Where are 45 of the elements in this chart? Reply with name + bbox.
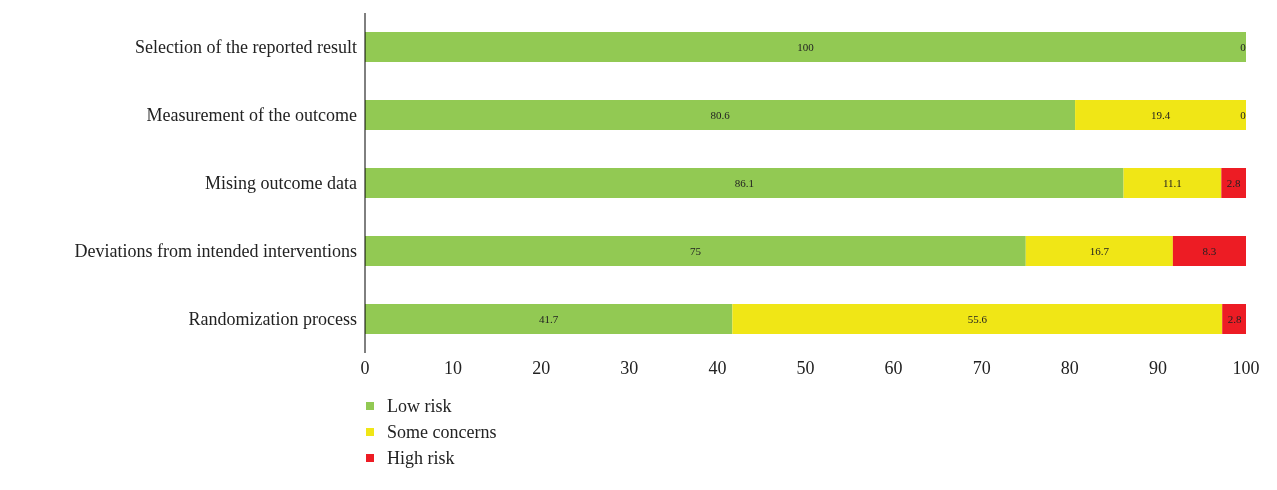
y-tick-label: Randomization process: [188, 309, 357, 330]
legend-label: Some concerns: [387, 421, 497, 443]
x-tick-label: 30: [620, 357, 639, 378]
bar: [365, 100, 1076, 130]
bar: [1222, 304, 1246, 334]
bar: [365, 304, 733, 334]
data-label: 55.6: [967, 313, 988, 325]
legend-label: High risk: [387, 447, 455, 469]
legend-label: Low risk: [387, 395, 452, 417]
data-label: 16.7: [1089, 245, 1110, 257]
bar: [1221, 168, 1246, 198]
bar: [1025, 236, 1173, 266]
data-label: 41.7: [539, 313, 559, 325]
x-tick-label: 80: [1060, 357, 1079, 378]
data-label: 11.1: [1163, 177, 1182, 189]
data-label: 0: [1240, 109, 1247, 121]
data-label: 80.6: [710, 109, 731, 121]
data-label: 8.3: [1202, 245, 1217, 257]
data-label: 0: [1240, 41, 1247, 53]
data-label: 2.8: [1227, 313, 1242, 325]
data-label: 19.4: [1150, 109, 1171, 121]
x-tick-label: 90: [1148, 357, 1167, 378]
x-tick-label: 100: [1232, 357, 1260, 378]
x-tick-label: 20: [532, 357, 551, 378]
y-tick-label: Selection of the reported result: [135, 37, 357, 58]
x-tick-label: 10: [444, 357, 463, 378]
y-tick-label: Mising outcome data: [205, 173, 357, 194]
bar: [365, 32, 1246, 62]
y-tick-label: Measurement of the outcome: [146, 105, 357, 126]
bar: [365, 236, 1026, 266]
bar: [365, 168, 1124, 198]
bar: [732, 304, 1223, 334]
data-label: 100: [797, 41, 815, 53]
bar: [1075, 100, 1246, 130]
x-tick-label: 0: [360, 357, 370, 378]
data-label: 2.8: [1226, 177, 1242, 189]
data-label: 86.1: [734, 177, 754, 189]
data-label: 75: [689, 245, 702, 257]
y-tick-label: Deviations from intended interventions: [74, 241, 357, 262]
bar: [1123, 168, 1222, 198]
x-tick-label: 40: [708, 357, 727, 378]
bar: [1172, 236, 1246, 266]
x-tick-label: 70: [972, 357, 991, 378]
x-tick-label: 50: [796, 357, 815, 378]
x-tick-label: 60: [884, 357, 903, 378]
